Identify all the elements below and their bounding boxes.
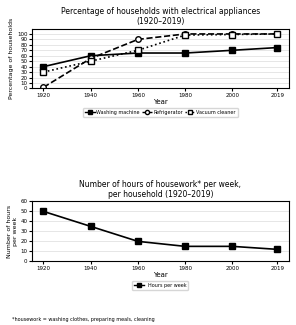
Legend: Washing machine, Refrigerator, Vacuum cleaner: Washing machine, Refrigerator, Vacuum cl…	[83, 108, 238, 117]
Y-axis label: Number of hours
per week: Number of hours per week	[7, 205, 18, 258]
X-axis label: Year: Year	[153, 99, 168, 105]
Legend: Hours per week: Hours per week	[132, 281, 189, 290]
X-axis label: Year: Year	[153, 272, 168, 278]
Title: Percentage of households with electrical appliances
(1920–2019): Percentage of households with electrical…	[61, 7, 260, 26]
Text: *housework = washing clothes, preparing meals, cleaning: *housework = washing clothes, preparing …	[12, 317, 155, 322]
Y-axis label: Percentage of households: Percentage of households	[9, 18, 14, 99]
Title: Number of hours of housework* per week,
per household (1920–2019): Number of hours of housework* per week, …	[79, 180, 241, 199]
